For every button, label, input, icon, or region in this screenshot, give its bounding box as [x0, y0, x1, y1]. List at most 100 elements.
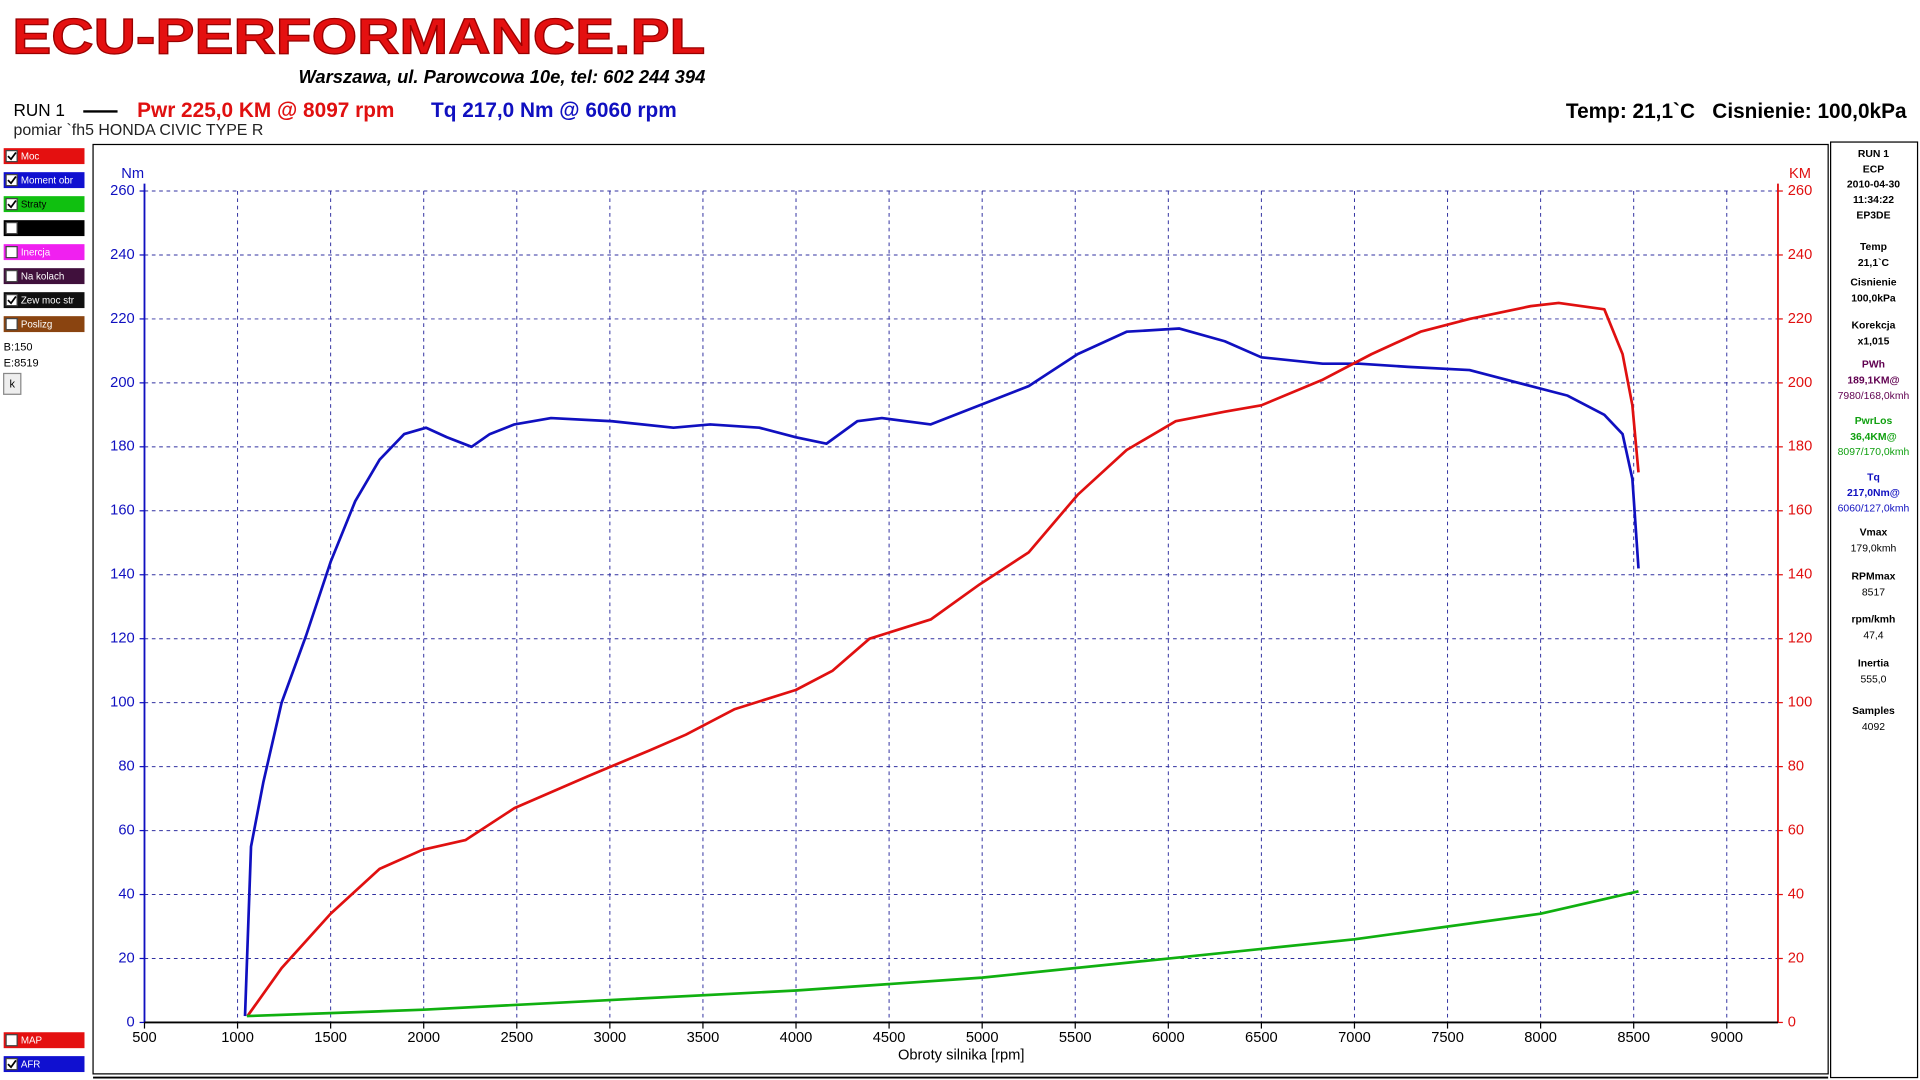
info-label: rpm/kmh [1852, 614, 1896, 625]
series-toggle[interactable] [3, 220, 85, 237]
info-label: PwrLos [1855, 416, 1893, 427]
x-tick-label: 8000 [1524, 1030, 1557, 1046]
series-line [246, 301, 1640, 1017]
info-header: RUN 1 [1858, 149, 1889, 160]
x-tick-label: 6500 [1245, 1030, 1278, 1046]
y-tick-label: 260 [110, 183, 135, 199]
series-toggle[interactable] [3, 1032, 85, 1049]
y-tick-label: 140 [110, 567, 135, 583]
x-tick-label: 7000 [1338, 1030, 1371, 1046]
series-toggle[interactable] [3, 268, 85, 285]
info-header: EP3DE [1856, 210, 1890, 221]
x-tick-label: 9000 [1710, 1030, 1743, 1046]
info-value: 47,4 [1863, 630, 1883, 641]
y2-tick-label: 200 [1788, 375, 1813, 391]
checkbox[interactable] [5, 318, 18, 331]
y-tick-label: 200 [110, 375, 135, 391]
address: Warszawa, ul. Parowcowa 10e, tel: 602 24… [298, 66, 705, 87]
y-tick-label: 0 [127, 1014, 135, 1030]
checkbox[interactable] [5, 150, 18, 163]
toggle-label: Straty [21, 199, 47, 210]
series-toggle[interactable] [3, 172, 85, 189]
info-value: 100,0kPa [1851, 294, 1896, 305]
checkbox[interactable] [5, 1057, 18, 1071]
y2-axis-label: KM [1789, 166, 1811, 182]
x-tick-label: 5000 [966, 1030, 999, 1046]
y-tick-label: 80 [118, 758, 134, 774]
k-button-label[interactable]: k [9, 378, 15, 390]
info-label: Samples [1852, 706, 1895, 717]
y2-tick-label: 20 [1788, 950, 1804, 966]
info-header: 11:34:22 [1853, 195, 1894, 206]
x-tick-label: 5500 [1059, 1030, 1092, 1046]
y-tick-label: 40 [118, 886, 134, 902]
info-value: 8517 [1862, 587, 1885, 598]
info-header: 2010-04-30 [1847, 180, 1900, 191]
y-tick-label: 220 [110, 311, 135, 327]
y2-tick-label: 260 [1788, 183, 1813, 199]
x-tick-label: 3500 [687, 1030, 720, 1046]
tq-summary: Tq 217,0 Nm @ 6060 rpm [431, 99, 677, 122]
series-toggle[interactable] [3, 244, 85, 261]
info-label: Korekcja [1852, 320, 1896, 331]
info-label: Inertia [1858, 658, 1889, 669]
checkbox[interactable] [5, 294, 18, 307]
info-label: Tq [1867, 472, 1880, 483]
y2-tick-label: 220 [1788, 311, 1813, 327]
y2-tick-label: 120 [1788, 631, 1813, 647]
checkmark [7, 151, 17, 161]
info-value: 555,0 [1860, 674, 1886, 685]
y-tick-label: 240 [110, 247, 135, 263]
chart-frame [92, 143, 1829, 1075]
checkbox[interactable] [5, 270, 18, 283]
x-axis-label: Obroty silnika [rpm] [898, 1047, 1025, 1063]
checkbox[interactable] [5, 174, 18, 187]
series-toggle[interactable] [3, 196, 85, 213]
x-tick-label: 2000 [407, 1030, 440, 1046]
checkbox[interactable] [5, 245, 18, 259]
k-button[interactable] [3, 372, 22, 395]
series-toggle[interactable] [3, 1056, 85, 1073]
x-tick-label: 1000 [221, 1030, 254, 1046]
series-line [243, 327, 1640, 1017]
y2-tick-label: 160 [1788, 503, 1813, 519]
series-line [246, 889, 1639, 1018]
checkbox[interactable] [5, 222, 18, 235]
info-label: Cisnienie [1850, 278, 1896, 289]
toggle-label: Na kolach [21, 271, 65, 282]
y2-tick-label: 80 [1788, 758, 1804, 774]
info-label: Temp [1860, 242, 1887, 253]
series-toggle[interactable] [3, 292, 85, 309]
info-value: 6060/127,0kmh [1838, 504, 1910, 515]
conditions: Temp: 21,1`C Cisnienie: 100,0kPa [1566, 100, 1907, 123]
checkbox[interactable] [5, 1034, 18, 1047]
info-value: 21,1`C [1858, 258, 1890, 269]
e-value: E:8519 [4, 358, 39, 370]
x-tick-label: 7500 [1431, 1030, 1464, 1046]
toggle-label: Zew moc str [21, 295, 75, 306]
toggle-label: AFR [21, 1059, 41, 1070]
run-label: RUN 1 [13, 100, 64, 120]
info-value: 7980/168,0kmh [1838, 391, 1910, 402]
y2-tick-label: 100 [1788, 695, 1813, 711]
series-toggle[interactable] [3, 148, 85, 165]
y-axis-label: Nm [121, 166, 144, 182]
info-value: 179,0kmh [1851, 543, 1897, 554]
y2-tick-label: 140 [1788, 567, 1813, 583]
b-value: B:150 [4, 342, 33, 354]
x-tick-label: 2500 [500, 1030, 533, 1046]
series-toggle[interactable] [3, 316, 85, 333]
y2-tick-label: 40 [1788, 886, 1804, 902]
info-label: Vmax [1860, 527, 1888, 538]
y2-tick-label: 240 [1788, 247, 1813, 263]
toggle-label: Inercja [21, 247, 51, 258]
toggle-label: Moc [21, 151, 40, 162]
x-tick-label: 500 [132, 1030, 157, 1046]
x-tick-label: 6000 [1152, 1030, 1185, 1046]
y-tick-label: 20 [118, 950, 134, 966]
toggle-label: Moment obr [21, 175, 74, 186]
info-value: 8097/170,0kmh [1838, 447, 1910, 458]
measurement: pomiar `fh5 HONDA CIVIC TYPE R [13, 122, 263, 139]
checkbox[interactable] [5, 197, 18, 211]
